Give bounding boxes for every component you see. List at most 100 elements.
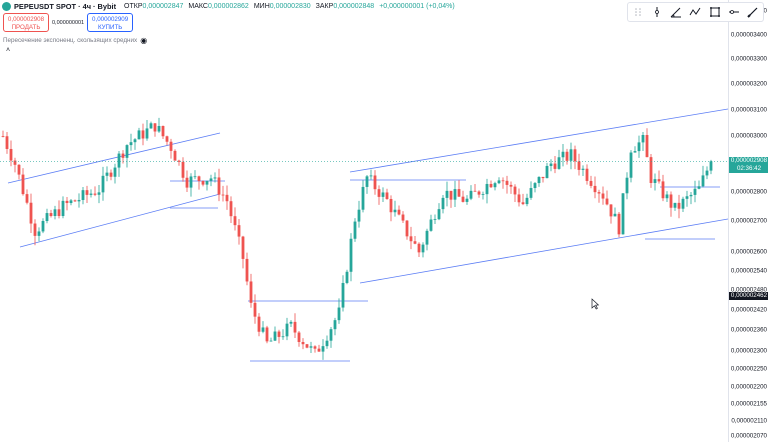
candle-body: [341, 282, 345, 308]
open-value: 0,000002847: [142, 3, 184, 10]
candle-body: [677, 202, 681, 209]
candle-body: [153, 123, 157, 132]
candle-body: [589, 180, 593, 186]
candle-body: [165, 136, 169, 142]
candle-body: [249, 281, 253, 303]
horizontal-ray-icon[interactable]: [727, 5, 741, 19]
candle-body: [533, 183, 537, 189]
candle-body: [621, 193, 625, 235]
candle-body: [381, 192, 385, 197]
price-tick-label: 0,000003100: [730, 106, 767, 114]
close-label: ЗАКР: [315, 3, 334, 10]
buy-price: 0,000002909: [92, 16, 129, 23]
candle-body: [49, 213, 53, 217]
candle-body: [517, 194, 521, 203]
brush-icon[interactable]: [746, 5, 760, 19]
buy-button[interactable]: 0,000002909 КУПИТЬ: [87, 13, 134, 32]
buy-label: КУПИТЬ: [97, 24, 123, 31]
candle-body: [365, 176, 369, 187]
candle-body: [213, 177, 217, 179]
last-price-value: 0,000002908: [730, 157, 768, 165]
candle-body: [421, 244, 425, 253]
candle-body: [477, 191, 481, 195]
candle-body: [337, 307, 341, 321]
drawn-trend-line[interactable]: [349, 108, 728, 173]
collapse-legend-icon[interactable]: ˄: [6, 47, 11, 54]
candle-body: [197, 176, 201, 182]
vertical-line-icon[interactable]: [650, 5, 664, 19]
candle-body: [597, 192, 601, 194]
candle-body: [185, 177, 189, 188]
candle-body: [297, 332, 301, 343]
candle-body: [189, 176, 193, 188]
candle-body: [485, 183, 489, 195]
eye-icon[interactable]: ◉: [140, 36, 148, 45]
candle-body: [313, 346, 317, 349]
polyline-icon[interactable]: [688, 5, 702, 19]
last-price-badge: 0,000002908 02:36:42: [729, 157, 768, 174]
price-tick-label: 0,000003000: [730, 132, 767, 140]
candle-body: [393, 209, 397, 213]
candle-body: [221, 194, 225, 196]
candle-body: [245, 258, 249, 282]
candle-body: [177, 160, 181, 162]
indicator-legend[interactable]: Пересечение экспоненц. скользящих средни…: [3, 36, 147, 45]
price-tick-label: 0,000002200: [730, 383, 767, 391]
candle-body: [637, 142, 641, 152]
sell-button[interactable]: 0,000002908 ПРОДАТЬ: [3, 13, 49, 32]
price-tick-label: 0,000002700: [730, 217, 767, 225]
spread-value: 0,000000001: [52, 19, 85, 26]
candle-body: [77, 199, 81, 202]
price-chart[interactable]: [0, 0, 728, 442]
candle-body: [97, 192, 101, 195]
candle-body: [397, 209, 401, 215]
mouse-cursor-icon: [591, 298, 600, 310]
trade-buttons: 0,000002908 ПРОДАТЬ 0,000000001 0,000002…: [3, 13, 134, 32]
drawn-trend-line[interactable]: [19, 193, 221, 248]
drawn-trend-line[interactable]: [7, 132, 221, 184]
candle-body: [697, 186, 701, 189]
change-value: +0,000000001 (+0,04%): [379, 3, 455, 10]
candle-body: [437, 209, 441, 220]
price-tick-label: 0,000003300: [730, 55, 767, 63]
candle-body: [229, 201, 233, 217]
candle-body: [569, 149, 573, 161]
price-tick-label: 0,000003400: [730, 31, 767, 39]
candle-body: [529, 188, 533, 198]
cursor-price-badge: 0,000002462: [729, 291, 768, 300]
candle-body: [409, 236, 413, 242]
candle-body: [145, 128, 149, 139]
candle-body: [345, 271, 349, 283]
candle-body: [325, 340, 329, 347]
drag-handle-icon[interactable]: [631, 5, 645, 19]
price-tick-label: 0,000002480: [730, 286, 767, 294]
candle-body: [261, 327, 265, 332]
candle-body: [53, 209, 57, 217]
candle-body: [581, 168, 585, 170]
candle-body: [613, 213, 617, 217]
candlestick-series: [1, 117, 713, 360]
candle-body: [481, 194, 485, 195]
candle-body: [405, 220, 409, 237]
sell-label: ПРОДАТЬ: [11, 24, 41, 31]
candle-body: [113, 167, 117, 177]
rectangle-icon[interactable]: [708, 5, 722, 19]
candle-body: [237, 225, 241, 237]
candle-body: [289, 321, 293, 324]
candle-body: [17, 164, 21, 175]
candle-body: [361, 186, 365, 210]
open-label: ОТКР: [124, 3, 143, 10]
candle-body: [565, 151, 569, 161]
drawn-trend-line[interactable]: [359, 218, 728, 284]
candle-body: [305, 344, 309, 348]
candle-body: [277, 331, 281, 337]
candle-body: [601, 193, 605, 199]
low-label: МИН: [253, 3, 270, 10]
symbol-title[interactable]: PEPEUSDT SPOT · 4ч · Bybit: [14, 2, 117, 11]
trend-angle-icon[interactable]: [669, 5, 683, 19]
candle-body: [441, 197, 445, 210]
candle-body: [489, 183, 493, 188]
candle-body: [1, 136, 5, 137]
price-axis[interactable]: 0,0000035000,0000034000,0000033000,00000…: [728, 0, 768, 442]
candle-body: [401, 214, 405, 221]
